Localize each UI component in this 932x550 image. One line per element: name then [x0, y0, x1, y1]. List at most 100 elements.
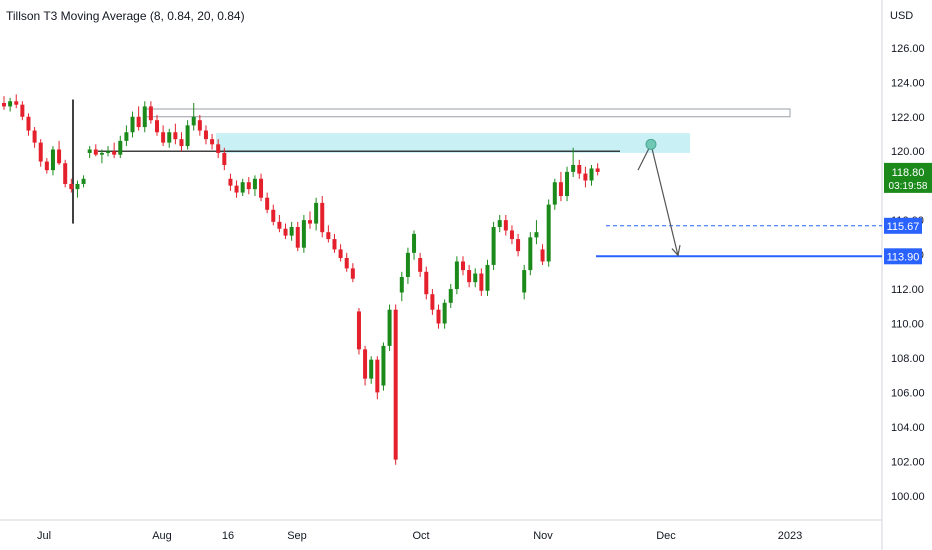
candle — [124, 125, 129, 147]
candle — [528, 232, 533, 276]
candle — [26, 113, 31, 136]
candle — [277, 214, 282, 233]
candle — [210, 133, 215, 150]
top-range-box — [145, 108, 791, 118]
candle — [259, 173, 264, 202]
candle — [301, 214, 306, 253]
candle — [503, 214, 508, 236]
x-tick-label: Aug — [152, 530, 172, 542]
projection-path — [637, 142, 679, 256]
candle — [356, 307, 361, 355]
candle — [81, 175, 86, 188]
level-price-label: 113.90 — [884, 248, 922, 265]
candle — [595, 163, 600, 176]
candle — [473, 268, 478, 288]
candle — [161, 125, 166, 147]
projection-arrowhead — [671, 244, 681, 257]
candle — [130, 111, 135, 138]
candle — [565, 166, 570, 202]
x-tick-label: 16 — [222, 530, 234, 542]
candle — [558, 171, 563, 202]
candle — [363, 345, 368, 386]
candle — [234, 180, 239, 198]
svg-text:118.80: 118.80 — [892, 167, 925, 179]
x-tick-label: Oct — [412, 530, 429, 542]
candle — [412, 230, 417, 260]
candle — [112, 142, 117, 159]
x-tick-label: Jul — [37, 530, 51, 542]
candle — [522, 264, 527, 300]
candle — [571, 147, 576, 178]
y-tick-label: 124.00 — [891, 77, 925, 89]
y-tick-label: 122.00 — [891, 112, 925, 124]
candle — [32, 127, 37, 148]
y-tick-label: 108.00 — [891, 353, 925, 365]
candle — [577, 159, 582, 179]
candle — [136, 106, 141, 131]
candle — [497, 214, 502, 233]
candle — [87, 146, 92, 159]
candle — [546, 199, 551, 267]
indicator-label: Tillson T3 Moving Average (8, 0.84, 20, … — [6, 9, 245, 23]
y-tick-label: 106.00 — [891, 387, 925, 399]
last-price-label: 118.80 03:19:58 — [884, 162, 932, 193]
candle — [222, 147, 227, 171]
candle — [265, 192, 270, 214]
candle — [369, 356, 374, 384]
y-tick-label: 100.00 — [891, 491, 925, 503]
candle — [540, 244, 545, 265]
candle — [197, 115, 202, 136]
candle — [326, 225, 331, 243]
candle — [375, 356, 380, 400]
candle — [350, 263, 355, 283]
candle — [295, 221, 300, 252]
candle — [69, 178, 74, 193]
candle — [63, 159, 68, 188]
candle — [185, 120, 190, 150]
candle — [461, 256, 465, 276]
candle — [38, 139, 43, 167]
candle — [399, 271, 404, 302]
candle — [8, 97, 13, 112]
y-tick-label: 110.00 — [891, 318, 924, 330]
candle — [589, 164, 594, 186]
y-tick-label: 120.00 — [891, 146, 925, 158]
candle — [424, 266, 429, 300]
candle — [442, 299, 447, 329]
candle — [179, 132, 184, 152]
candle — [491, 221, 496, 271]
candle — [283, 223, 288, 240]
y-tick-label: 102.00 — [891, 456, 925, 468]
candle — [314, 197, 319, 231]
candle — [252, 175, 257, 197]
candle — [271, 204, 276, 226]
candle — [57, 140, 62, 165]
svg-text:03:19:58: 03:19:58 — [889, 181, 928, 192]
x-tick-label: Dec — [656, 530, 676, 542]
candle — [2, 96, 6, 110]
projection-point — [645, 138, 657, 150]
currency-label: USD — [890, 10, 914, 22]
candle — [338, 244, 343, 262]
y-tick-label: 126.00 — [891, 43, 925, 55]
candle — [320, 196, 325, 238]
candle — [93, 144, 98, 157]
candle — [50, 146, 55, 176]
candle — [436, 304, 441, 329]
candle — [393, 304, 398, 465]
candle — [387, 304, 392, 352]
level-price-label: 115.67 — [884, 217, 922, 234]
candle — [509, 225, 514, 245]
candle — [418, 252, 423, 277]
x-tick-label: Sep — [287, 530, 307, 542]
candle — [14, 94, 19, 109]
candle — [308, 211, 312, 229]
candle — [289, 221, 294, 241]
candle — [216, 139, 221, 159]
svg-text:113.90: 113.90 — [887, 251, 920, 263]
candle — [20, 101, 25, 121]
candle — [332, 233, 337, 253]
candle — [448, 283, 453, 308]
candle — [240, 178, 245, 197]
